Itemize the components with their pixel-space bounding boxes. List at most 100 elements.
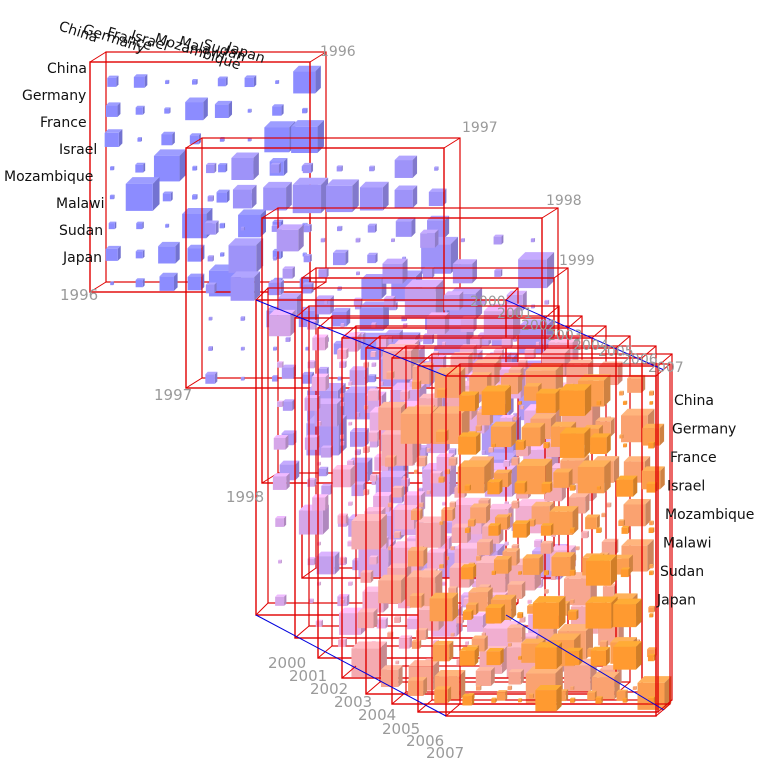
- cube-front: [648, 697, 654, 704]
- cube-top: [511, 457, 520, 459]
- cube-front: [238, 214, 261, 238]
- cube-front: [458, 436, 477, 455]
- cube-2007-Japan-France: [518, 698, 523, 703]
- cube-top: [351, 513, 387, 522]
- cube-front: [307, 361, 315, 369]
- cube-2007-Mozambique-France: [518, 570, 522, 575]
- cube-side: [310, 254, 312, 263]
- cube-front: [491, 698, 496, 703]
- cube-side: [321, 619, 323, 627]
- cube-2007-Malawi-Malawi: [585, 596, 618, 629]
- cube-side: [343, 599, 345, 605]
- cube-side: [282, 361, 284, 368]
- cube-top: [507, 642, 512, 644]
- cube-front: [441, 509, 453, 521]
- cube-front: [511, 458, 518, 466]
- cube-front: [503, 461, 509, 467]
- cube-top: [570, 599, 575, 601]
- cube-front: [464, 528, 470, 533]
- cube-front: [649, 521, 653, 526]
- cube-2004-France-Germany: [416, 455, 428, 467]
- cube-side: [251, 184, 257, 209]
- cube-side: [511, 594, 517, 620]
- cube-side: [314, 477, 317, 487]
- cube-front: [527, 606, 535, 614]
- cube-side: [421, 337, 423, 342]
- cube-side: [196, 194, 198, 200]
- cube-side: [626, 443, 628, 448]
- cube-top: [207, 195, 214, 197]
- cube-1996-Malawi-Mozambique: [219, 222, 226, 229]
- cube-side: [484, 635, 488, 652]
- year-label-bottom: 2001: [289, 667, 327, 685]
- cube-front: [460, 238, 465, 243]
- cube-top: [371, 322, 377, 324]
- cube-top: [531, 501, 555, 507]
- cube-top: [331, 307, 351, 312]
- cube-front: [646, 483, 656, 493]
- cube-side: [401, 485, 404, 498]
- row-label-left: Sudan: [59, 223, 103, 239]
- cube-side: [351, 421, 353, 426]
- cube-front: [426, 448, 430, 452]
- cube-top: [504, 541, 509, 543]
- cube-front: [402, 476, 406, 480]
- cube-2006-Mozambique-Israel: [522, 554, 544, 575]
- cube-1998-China-China: [276, 224, 304, 252]
- cube-top: [240, 226, 245, 228]
- cube-top: [281, 430, 297, 434]
- cube-front: [272, 106, 282, 116]
- cube-top: [273, 256, 277, 258]
- cube-side: [546, 252, 555, 289]
- cube-front: [348, 422, 352, 426]
- cube-front: [464, 485, 470, 491]
- cube-2007-Malawi-Mozambique: [567, 609, 579, 620]
- cube-front: [302, 374, 312, 384]
- layer-frame-front: [365, 347, 617, 695]
- cube-2001-Mozambique-Germany: [348, 501, 353, 506]
- cube-top: [206, 162, 217, 165]
- cube-side: [326, 267, 329, 278]
- cube-top: [318, 366, 329, 369]
- cube-front: [513, 338, 517, 342]
- cube-front: [240, 377, 244, 381]
- cube-side: [310, 224, 312, 233]
- cube-side: [437, 166, 439, 171]
- cube-side: [359, 449, 361, 456]
- cube-side: [454, 448, 457, 456]
- cube-top: [448, 586, 458, 589]
- cube-side: [113, 166, 115, 171]
- layer-frame-edge: [185, 377, 203, 389]
- cube-1998-China-Sudan: [493, 234, 504, 245]
- cube-2007-China-Japan: [649, 400, 654, 405]
- cube-side: [507, 541, 509, 546]
- cube-front: [518, 699, 522, 703]
- cube-front: [490, 426, 512, 448]
- layer-frame-edge: [89, 51, 107, 63]
- cube-front: [219, 137, 224, 142]
- cube-top: [135, 278, 145, 281]
- cube-side: [480, 555, 482, 561]
- cube-2006-Israel-Japan: [649, 520, 654, 526]
- cube-2007-Mozambique-Japan: [649, 570, 654, 576]
- cube-side: [141, 137, 142, 142]
- row-label-right: Germany: [672, 422, 736, 438]
- cube-top: [302, 282, 314, 285]
- cube-front: [519, 617, 525, 623]
- cube-side: [196, 79, 198, 85]
- cube-2005-Japan-Israel: [507, 685, 513, 691]
- cube-2004-Israel-Mozambique: [511, 500, 520, 509]
- cube-side: [530, 599, 532, 604]
- cube-side: [385, 617, 388, 629]
- cube-side: [636, 641, 642, 670]
- cube-top: [282, 266, 295, 269]
- cube-side: [521, 698, 523, 703]
- cube-front: [387, 632, 392, 638]
- cube-side: [510, 642, 512, 647]
- cube-side: [343, 401, 345, 407]
- cube-top: [293, 65, 321, 72]
- cube-top: [387, 502, 393, 504]
- cube-top: [217, 76, 228, 79]
- cube-side: [379, 513, 387, 550]
- cube-top: [208, 346, 213, 348]
